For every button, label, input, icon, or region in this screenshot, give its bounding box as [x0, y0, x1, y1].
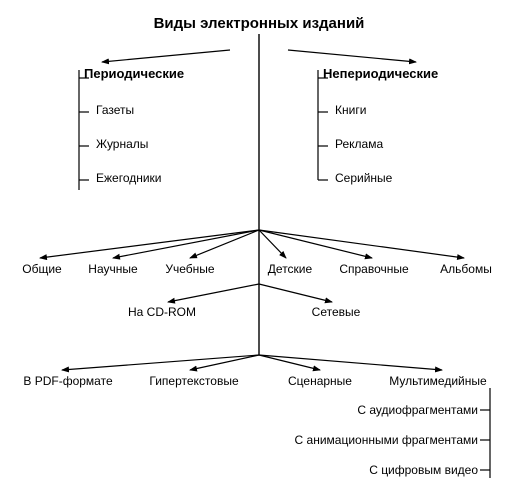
- lvl3-label-0: На CD-ROM: [128, 305, 196, 319]
- lvl2-arrow-1: [113, 230, 259, 258]
- lvl2-label-5: Альбомы: [440, 262, 492, 276]
- lvl2-label-2: Учебные: [165, 262, 215, 276]
- heading-periodic: Периодические: [84, 66, 184, 81]
- lvl2-arrow-0: [40, 230, 259, 258]
- lvl2-label-1: Научные: [88, 262, 138, 276]
- periodic-item-0: Газеты: [96, 103, 134, 117]
- bracket-periodic: [79, 70, 89, 190]
- periodic-item-1: Журналы: [96, 137, 148, 151]
- nonperiodic-item-1: Реклама: [335, 137, 383, 151]
- lvl3-arrow-1: [259, 284, 332, 302]
- lvl4-arrow-0: [62, 355, 259, 370]
- bracket-nonperiodic: [318, 70, 328, 180]
- lvl4-label-0: В PDF-формате: [23, 374, 113, 388]
- lvl2-label-4: Справочные: [339, 262, 409, 276]
- heading-nonperiodic: Непериодические: [323, 66, 438, 81]
- bracket-multimedia: [480, 388, 490, 478]
- lvl2-label-0: Общие: [22, 262, 62, 276]
- lvl3-label-1: Сетевые: [312, 305, 361, 319]
- page-title: Виды электронных изданий: [154, 15, 365, 32]
- multimedia-item-0: С аудиофрагментами: [357, 403, 478, 417]
- multimedia-item-1: С анимационными фрагментами: [295, 433, 478, 447]
- arrow-to-nonperiodic: [288, 50, 416, 62]
- lvl2-arrow-5: [259, 230, 464, 258]
- lvl4-label-3: Мультимедийные: [389, 374, 487, 388]
- lvl2-label-3: Детские: [268, 262, 313, 276]
- lvl3-arrow-0: [168, 284, 259, 302]
- lvl2-arrow-4: [259, 230, 372, 258]
- nonperiodic-item-2: Серийные: [335, 171, 393, 185]
- lvl2-arrow-3: [259, 230, 286, 258]
- nonperiodic-item-0: Книги: [335, 103, 366, 117]
- arrow-to-periodic: [102, 50, 230, 62]
- lvl4-label-1: Гипертекстовые: [149, 374, 239, 388]
- multimedia-item-2: С цифровым видео: [369, 463, 478, 477]
- lvl4-label-2: Сценарные: [288, 374, 352, 388]
- lvl4-arrow-3: [259, 355, 442, 370]
- periodic-item-2: Ежегодники: [96, 171, 162, 185]
